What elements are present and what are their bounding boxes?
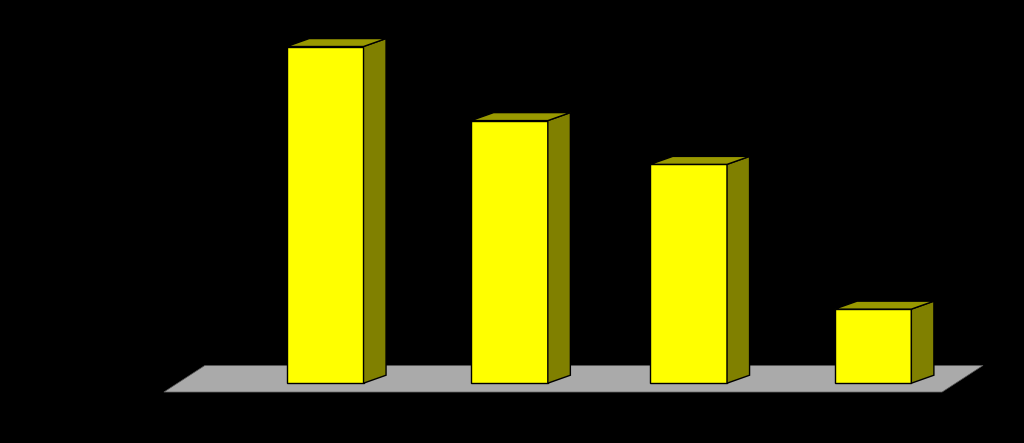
Polygon shape — [835, 301, 934, 309]
Polygon shape — [727, 156, 750, 383]
Polygon shape — [650, 164, 727, 383]
Polygon shape — [287, 47, 364, 383]
Polygon shape — [287, 39, 386, 47]
Polygon shape — [471, 120, 548, 383]
Polygon shape — [548, 113, 570, 383]
Polygon shape — [650, 156, 750, 164]
Polygon shape — [164, 365, 983, 392]
Polygon shape — [364, 39, 386, 383]
Polygon shape — [911, 301, 934, 383]
Polygon shape — [835, 309, 911, 383]
Polygon shape — [471, 113, 570, 120]
